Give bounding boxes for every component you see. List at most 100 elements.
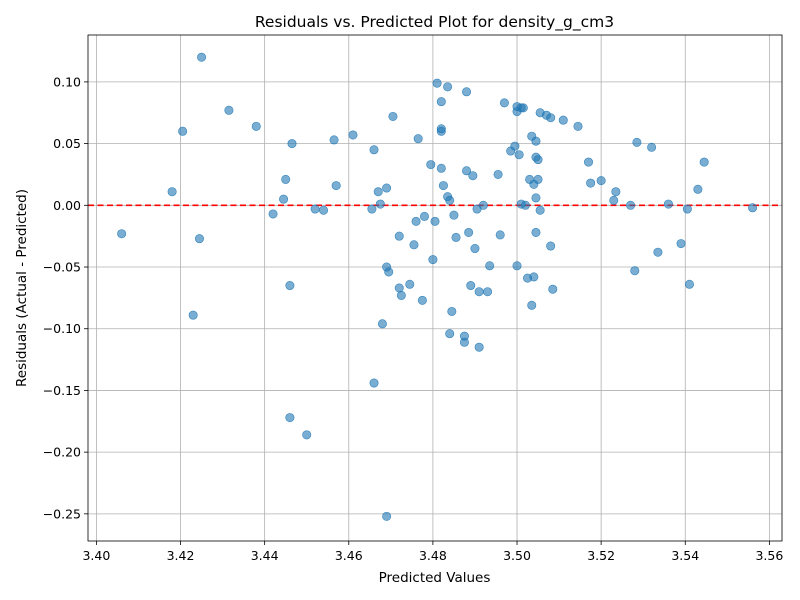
data-point (693, 184, 703, 194)
data-point (586, 178, 596, 188)
data-point (474, 342, 484, 352)
data-point (470, 244, 480, 254)
data-point (626, 200, 636, 210)
data-point (394, 283, 404, 293)
data-point (676, 239, 686, 249)
data-point (285, 281, 295, 291)
data-point (462, 87, 472, 97)
chart-title: Residuals vs. Predicted Plot for density… (255, 13, 614, 32)
data-point (367, 204, 377, 214)
data-point (632, 137, 642, 147)
x-tick-label: 3.50 (503, 548, 531, 563)
data-point (548, 284, 558, 294)
data-point (447, 306, 457, 316)
data-point (449, 210, 459, 220)
data-point (436, 163, 446, 173)
data-point (535, 205, 545, 215)
data-point (167, 187, 177, 197)
data-point (432, 78, 442, 88)
y-tick-label: −0.20 (43, 445, 81, 460)
data-point (630, 266, 640, 276)
data-point (369, 378, 379, 388)
data-point (251, 121, 261, 131)
data-point (546, 113, 556, 123)
y-tick-label: 0.00 (53, 198, 81, 213)
data-point (411, 216, 421, 226)
x-tick-label: 3.56 (755, 548, 783, 563)
data-point (533, 155, 543, 165)
y-tick-label: −0.05 (43, 260, 81, 275)
data-point (647, 142, 657, 152)
data-point (464, 227, 474, 237)
data-point (531, 193, 541, 203)
data-point (281, 174, 291, 184)
y-tick-label: 0.05 (53, 136, 81, 151)
data-point (584, 157, 594, 167)
data-point (499, 98, 509, 108)
data-point (377, 319, 387, 329)
data-point (459, 331, 469, 341)
data-point (413, 134, 423, 144)
data-point (417, 295, 427, 305)
y-tick-label: −0.15 (43, 383, 81, 398)
data-point (451, 232, 461, 242)
data-point (478, 200, 488, 210)
x-tick-label: 3.40 (82, 548, 110, 563)
data-point (531, 227, 541, 237)
data-points (117, 52, 758, 521)
data-point (428, 255, 438, 265)
data-point (748, 203, 758, 213)
x-tick-label: 3.42 (167, 548, 195, 563)
x-tick-label: 3.52 (587, 548, 615, 563)
data-point (445, 195, 455, 205)
data-point (188, 310, 198, 320)
x-tick-label: 3.48 (419, 548, 447, 563)
data-point (510, 141, 520, 151)
x-tick-label: 3.54 (671, 548, 699, 563)
data-point (514, 150, 524, 160)
data-point (663, 199, 673, 209)
data-point (224, 105, 234, 115)
data-point (546, 241, 556, 251)
data-point (533, 174, 543, 184)
x-tick-label: 3.44 (251, 548, 279, 563)
data-point (194, 234, 204, 244)
x-tick-label: 3.46 (335, 548, 363, 563)
data-point (609, 195, 619, 205)
data-point (443, 82, 453, 92)
y-axis-label: Residuals (Actual - Predicted) (14, 189, 30, 387)
data-point (329, 135, 339, 145)
data-point (302, 430, 312, 440)
data-point (396, 290, 406, 300)
data-point (409, 240, 419, 250)
y-axis: −0.25 −0.20 −0.15 −0.10 −0.05 0.00 0.05 0.10 (43, 74, 88, 521)
data-point (529, 272, 539, 282)
data-point (369, 145, 379, 155)
data-point (495, 230, 505, 240)
y-tick-label: 0.10 (53, 74, 81, 89)
data-point (684, 279, 694, 289)
data-point (268, 209, 278, 219)
y-tick-label: −0.25 (43, 506, 81, 521)
data-point (436, 97, 446, 107)
data-point (388, 111, 398, 121)
plot-frame (87, 34, 783, 542)
data-point (520, 200, 530, 210)
data-point (445, 329, 455, 339)
x-axis: 3.40 3.42 3.44 3.46 3.48 3.50 3.52 3.54 3.56 (82, 541, 783, 563)
data-point (430, 216, 440, 226)
data-point (285, 413, 295, 423)
data-point (197, 52, 207, 62)
data-point (438, 181, 448, 191)
data-point (348, 130, 358, 140)
data-point (682, 204, 692, 214)
data-point (468, 171, 478, 181)
x-axis-label: Predicted Values (379, 570, 491, 586)
data-point (405, 279, 415, 289)
data-point (558, 115, 568, 125)
data-point (375, 199, 385, 209)
data-point (436, 126, 446, 136)
data-point (699, 157, 709, 167)
